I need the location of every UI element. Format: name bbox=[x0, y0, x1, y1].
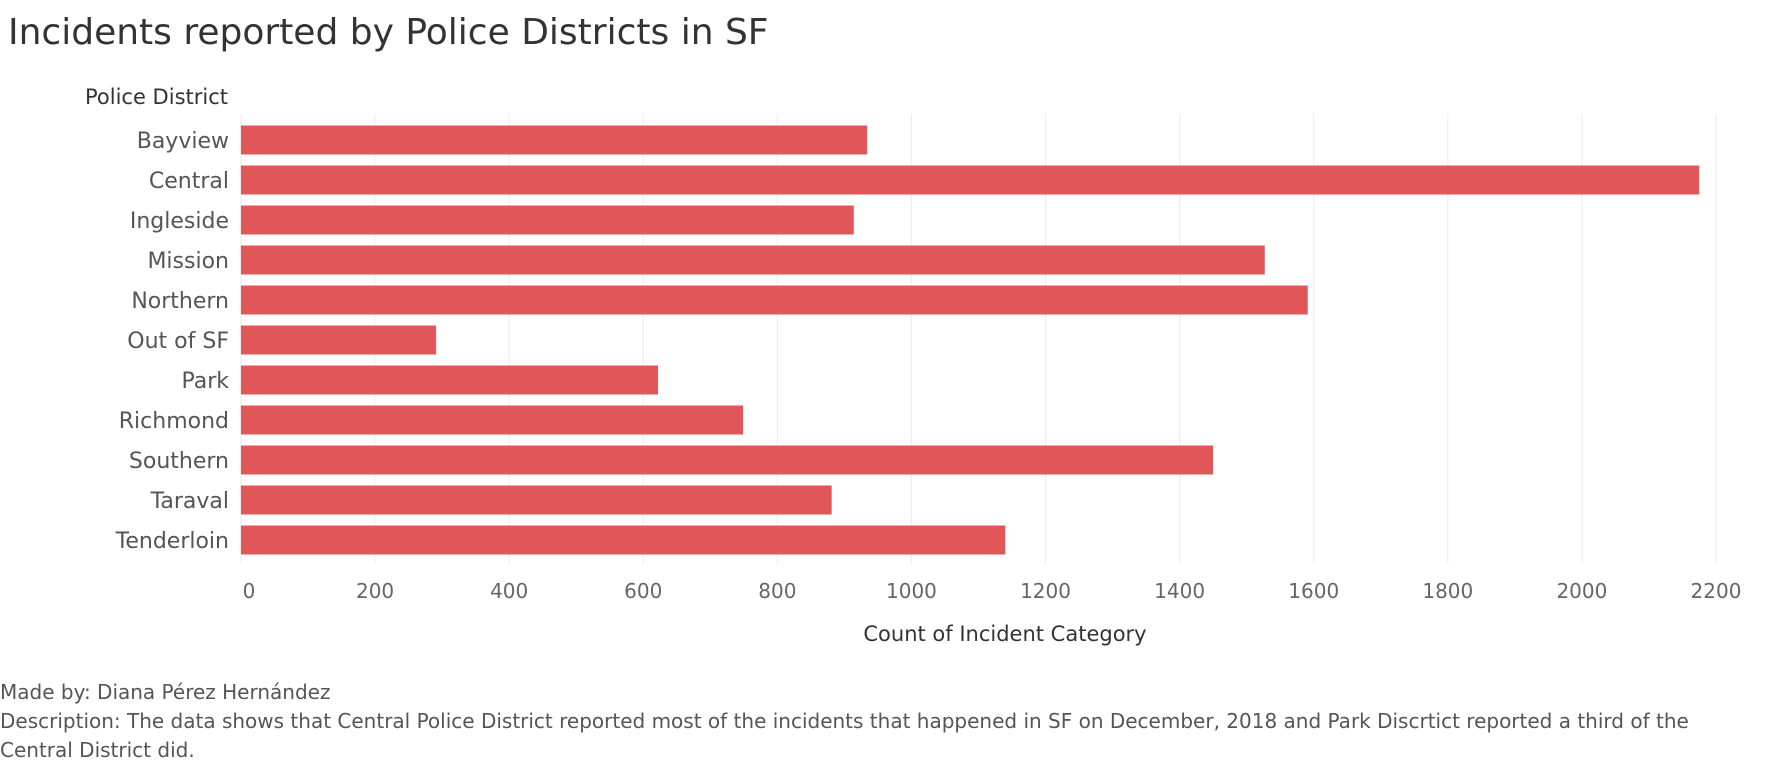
bar-park bbox=[241, 365, 659, 395]
x-axis-title: Count of Incident Category bbox=[863, 622, 1146, 646]
category-label: Out of SF bbox=[127, 329, 229, 354]
bar-taraval bbox=[241, 485, 832, 515]
chart-title: Incidents reported by Police Districts i… bbox=[8, 12, 769, 53]
category-label: Mission bbox=[147, 249, 229, 274]
y-axis-title: Police District bbox=[85, 85, 228, 109]
bar-mission bbox=[241, 245, 1265, 275]
category-label: Bayview bbox=[137, 129, 229, 154]
x-tick-label: 2200 bbox=[1691, 579, 1742, 603]
x-tick-label: 1200 bbox=[1020, 579, 1071, 603]
bar-bayview bbox=[241, 125, 868, 155]
x-tick-label: 1800 bbox=[1422, 579, 1473, 603]
category-label: Tenderloin bbox=[115, 529, 229, 554]
x-tick-labels: 0 200 400 600 800 1000 1200 1400 1600 1800 2000 220… bbox=[243, 579, 1742, 603]
chart-description: Description: The data shows that Central… bbox=[0, 709, 1689, 762]
category-label: Taraval bbox=[150, 489, 229, 514]
bar-central bbox=[241, 165, 1700, 195]
x-tick-label: 200 bbox=[356, 579, 394, 603]
category-labels: Bayview Central Ingleside Mission Northern Ou… bbox=[115, 129, 230, 554]
bar-out-of-sf bbox=[241, 325, 437, 355]
category-label: Park bbox=[181, 369, 229, 394]
category-label: Richmond bbox=[119, 409, 229, 434]
x-tick-label: 600 bbox=[624, 579, 662, 603]
x-tick-label: 2000 bbox=[1556, 579, 1607, 603]
bars bbox=[241, 125, 1700, 555]
author-credit: Made by: Diana Pérez Hernández bbox=[0, 680, 331, 704]
bar-chart: Bayview Central Ingleside Mission Northern Ou… bbox=[85, 85, 1742, 646]
x-tick-label: 0 bbox=[243, 579, 256, 603]
chart-footer: Made by: Diana Pérez Hernández Descripti… bbox=[0, 678, 1760, 765]
category-label: Northern bbox=[131, 289, 229, 314]
category-label: Southern bbox=[129, 449, 229, 474]
category-label: Central bbox=[149, 169, 229, 194]
bar-northern bbox=[241, 285, 1308, 315]
bar-tenderloin bbox=[241, 525, 1006, 555]
x-tick-label: 1600 bbox=[1288, 579, 1339, 603]
x-tick-label: 400 bbox=[490, 579, 528, 603]
bar-ingleside bbox=[241, 205, 854, 235]
x-tick-label: 800 bbox=[758, 579, 796, 603]
x-tick-label: 1000 bbox=[886, 579, 937, 603]
bar-richmond bbox=[241, 405, 744, 435]
x-tick-label: 1400 bbox=[1154, 579, 1205, 603]
bar-southern bbox=[241, 445, 1214, 475]
category-label: Ingleside bbox=[130, 209, 229, 234]
